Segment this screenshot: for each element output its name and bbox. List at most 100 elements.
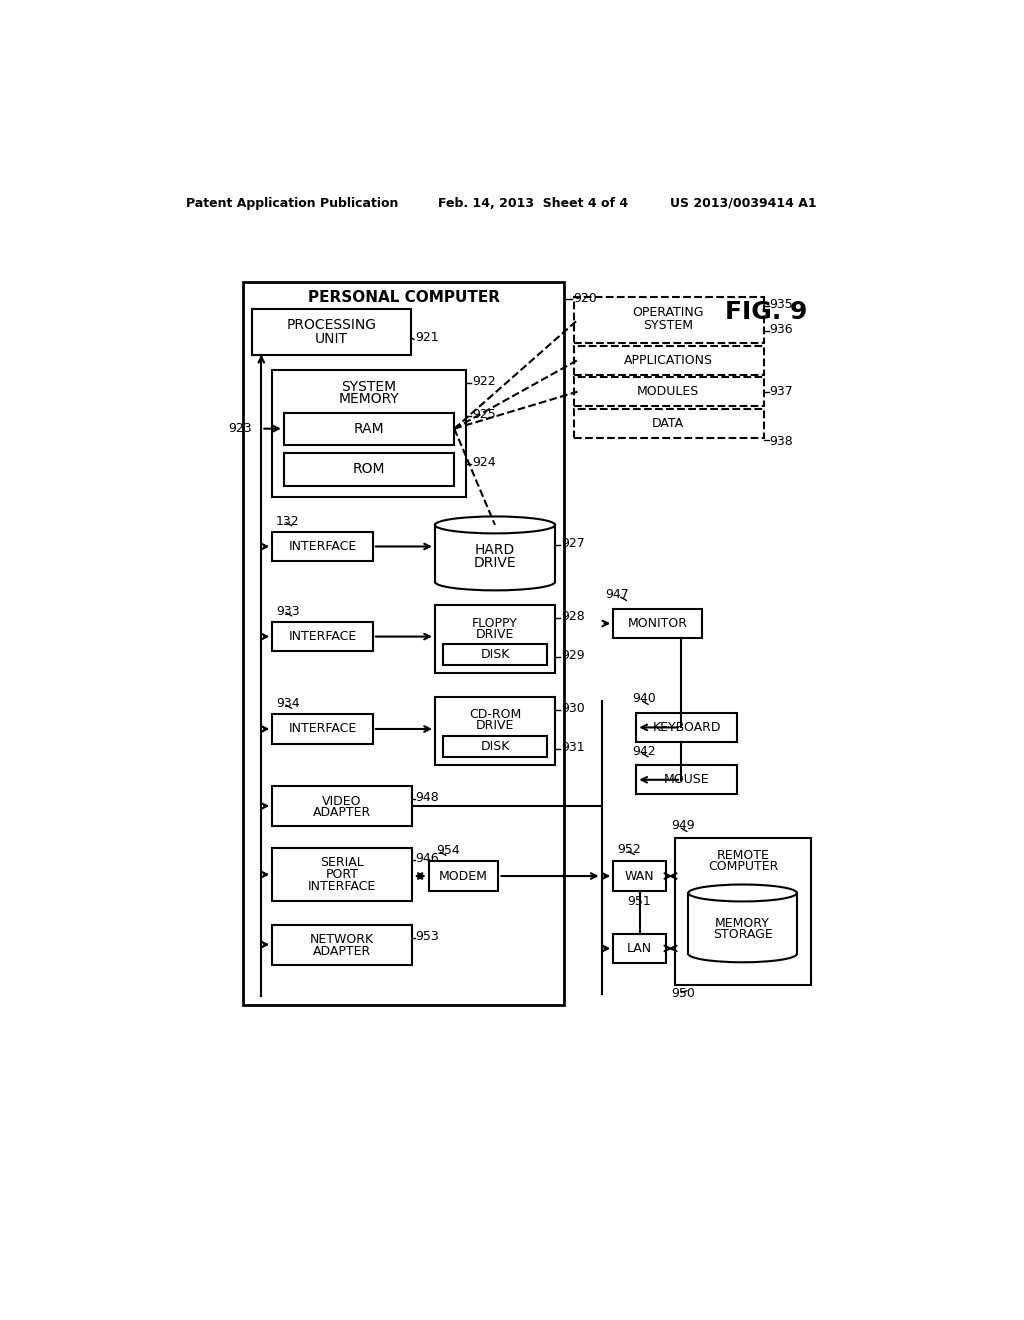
Bar <box>429 862 499 891</box>
Ellipse shape <box>435 573 555 590</box>
Text: 937: 937 <box>770 385 794 399</box>
Text: PROCESSING: PROCESSING <box>287 318 377 333</box>
Ellipse shape <box>435 516 555 533</box>
Text: 950: 950 <box>672 987 695 1001</box>
Text: SYSTEM: SYSTEM <box>341 380 396 395</box>
Text: 920: 920 <box>573 292 597 305</box>
Text: 953: 953 <box>416 929 439 942</box>
Bar <box>284 453 455 486</box>
Text: ADAPTER: ADAPTER <box>312 807 371 820</box>
Text: 933: 933 <box>276 605 300 618</box>
Bar <box>573 378 764 407</box>
Text: 952: 952 <box>617 842 641 855</box>
Text: MODEM: MODEM <box>439 870 488 883</box>
Bar <box>272 622 373 651</box>
Text: 929: 929 <box>561 648 585 661</box>
Text: CD-ROM: CD-ROM <box>469 708 521 721</box>
Text: Feb. 14, 2013  Sheet 4 of 4: Feb. 14, 2013 Sheet 4 of 4 <box>438 197 628 210</box>
Text: DRIVE: DRIVE <box>476 718 514 731</box>
Text: STORAGE: STORAGE <box>713 928 772 941</box>
Bar <box>442 644 547 665</box>
Ellipse shape <box>688 945 797 962</box>
Text: PERSONAL COMPUTER: PERSONAL COMPUTER <box>307 289 500 305</box>
Text: 949: 949 <box>672 820 695 833</box>
Text: OPERATING: OPERATING <box>633 306 703 319</box>
Bar <box>613 609 702 638</box>
Text: US 2013/0039414 A1: US 2013/0039414 A1 <box>671 197 817 210</box>
Text: 132: 132 <box>276 515 300 528</box>
Text: FIG. 9: FIG. 9 <box>725 301 807 325</box>
Text: INTERFACE: INTERFACE <box>289 630 356 643</box>
Text: 927: 927 <box>561 537 585 550</box>
Text: 936: 936 <box>770 323 794 335</box>
Text: SERIAL: SERIAL <box>321 857 364 870</box>
Text: 954: 954 <box>436 843 460 857</box>
Text: REMOTE: REMOTE <box>717 849 769 862</box>
Bar <box>252 309 411 355</box>
Bar <box>272 847 412 902</box>
Text: MODULES: MODULES <box>637 385 699 399</box>
Text: MEMORY: MEMORY <box>715 916 770 929</box>
Text: NETWORK: NETWORK <box>310 933 374 946</box>
Text: ADAPTER: ADAPTER <box>312 945 371 958</box>
Text: ROM: ROM <box>353 462 385 477</box>
Text: 935: 935 <box>770 298 794 312</box>
Text: KEYBOARD: KEYBOARD <box>652 721 721 734</box>
Text: RAM: RAM <box>353 421 384 436</box>
Bar <box>688 894 797 954</box>
Text: FLOPPY: FLOPPY <box>472 616 518 630</box>
Text: INTERFACE: INTERFACE <box>289 540 356 553</box>
Text: 946: 946 <box>416 851 439 865</box>
Bar <box>442 737 547 758</box>
Bar <box>272 785 412 826</box>
Bar <box>435 525 555 582</box>
Bar <box>636 713 737 742</box>
Text: WAN: WAN <box>625 870 654 883</box>
Text: 948: 948 <box>416 791 439 804</box>
Text: DRIVE: DRIVE <box>476 628 514 640</box>
Text: 931: 931 <box>561 741 585 754</box>
Text: 942: 942 <box>633 744 656 758</box>
Text: INTERFACE: INTERFACE <box>308 879 376 892</box>
Bar <box>573 409 764 438</box>
Bar <box>435 697 555 766</box>
Bar <box>272 924 412 965</box>
Text: 925: 925 <box>472 408 496 421</box>
Text: 924: 924 <box>472 455 496 469</box>
Text: MOUSE: MOUSE <box>664 774 710 787</box>
Text: 951: 951 <box>628 895 651 908</box>
Text: APPLICATIONS: APPLICATIONS <box>624 354 713 367</box>
Text: DISK: DISK <box>480 741 510 754</box>
Text: SYSTEM: SYSTEM <box>643 319 693 333</box>
Bar <box>573 346 764 375</box>
Text: UNIT: UNIT <box>315 333 348 346</box>
Text: PORT: PORT <box>326 869 358 880</box>
Text: MONITOR: MONITOR <box>628 616 688 630</box>
Bar <box>613 933 666 964</box>
Ellipse shape <box>688 884 797 902</box>
Bar <box>272 532 373 561</box>
Bar <box>573 297 764 343</box>
Text: Patent Application Publication: Patent Application Publication <box>186 197 398 210</box>
Bar <box>272 714 373 743</box>
Bar <box>272 370 466 498</box>
Bar <box>243 281 564 1006</box>
Text: 947: 947 <box>605 589 629 602</box>
Text: DISK: DISK <box>480 648 510 661</box>
Text: DATA: DATA <box>652 417 684 430</box>
Text: 928: 928 <box>561 610 585 623</box>
Text: 938: 938 <box>770 436 794 449</box>
Text: DRIVE: DRIVE <box>474 556 516 570</box>
Text: 922: 922 <box>472 375 496 388</box>
Text: MEMORY: MEMORY <box>339 392 399 407</box>
Text: COMPUTER: COMPUTER <box>708 859 778 873</box>
Text: INTERFACE: INTERFACE <box>289 722 356 735</box>
Bar <box>636 766 737 795</box>
Text: LAN: LAN <box>627 942 652 954</box>
Bar <box>675 838 811 985</box>
Bar <box>284 413 455 445</box>
Text: HARD: HARD <box>475 544 515 557</box>
Text: VIDEO: VIDEO <box>323 795 361 808</box>
Text: 930: 930 <box>561 702 585 715</box>
Bar <box>613 862 666 891</box>
